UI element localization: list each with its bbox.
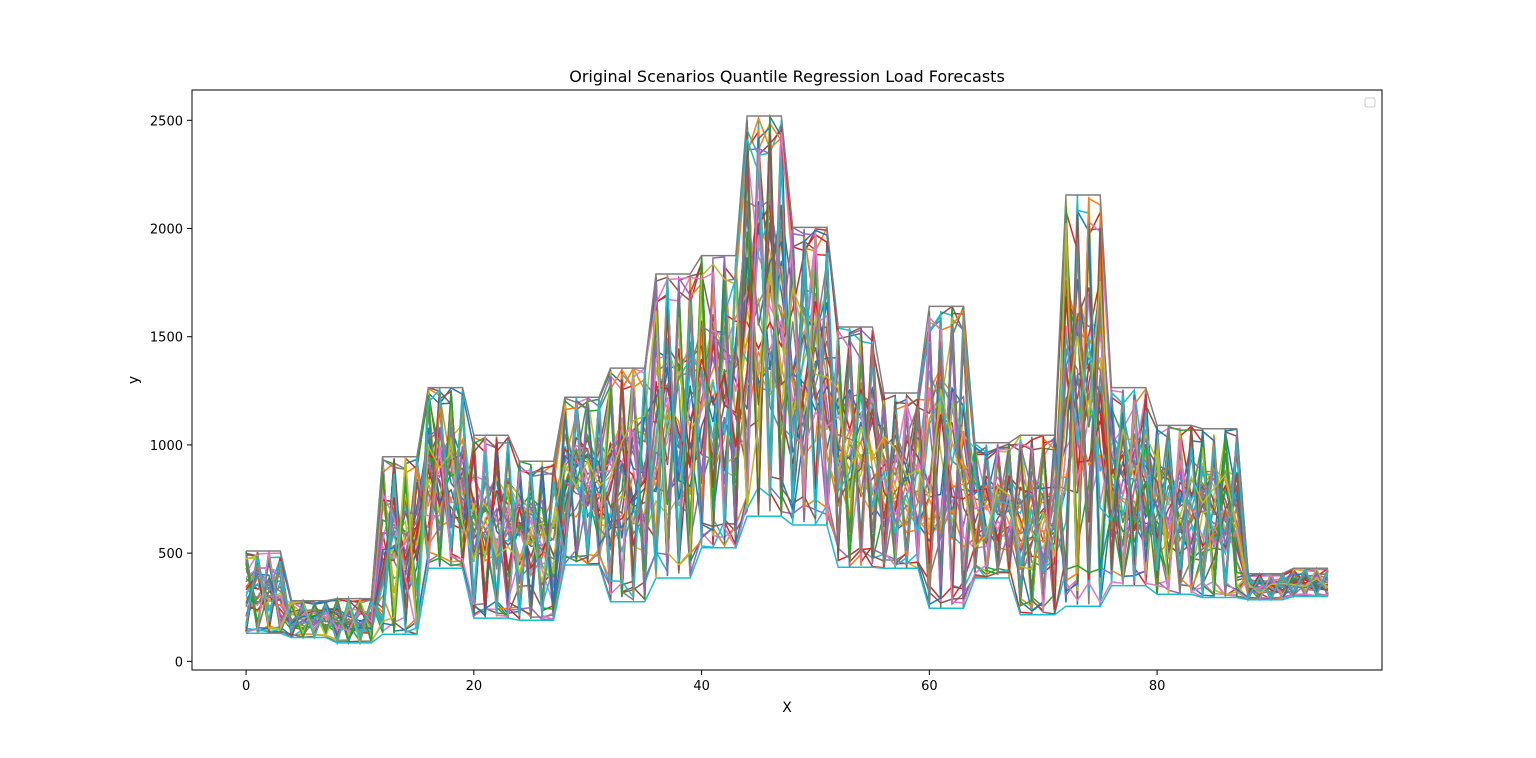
y-axis: 0 500 1000 1500 2000 2500 [150,114,192,670]
x-axis-label: X [782,700,792,716]
y-tick-label: 0 [175,655,183,670]
bound-line-lower [246,515,1328,644]
scenario-line [245,202,1329,630]
bound-line-upper [246,115,1328,602]
legend-box [1364,97,1376,108]
y-tick-label: 2000 [150,223,183,238]
scenario-line [245,138,1329,645]
y-tick-label: 500 [158,547,183,562]
x-tick-label: 20 [466,679,483,694]
y-axis-label: y [126,376,142,384]
chart-title: Original Scenarios Quantile Regression L… [569,67,1005,86]
x-tick-label: 60 [921,679,938,694]
series-layer [245,113,1329,646]
x-axis: 0 20 40 60 80 [242,670,1165,694]
x-tick-label: 0 [242,679,250,694]
plot-frame [191,89,1383,671]
plot-area [245,113,1329,646]
y-tick-label: 2500 [150,114,183,129]
y-tick-label: 1000 [150,439,183,454]
y-tick-label: 1500 [150,331,183,346]
x-tick-label: 40 [693,679,710,694]
x-tick-label: 80 [1149,679,1166,694]
